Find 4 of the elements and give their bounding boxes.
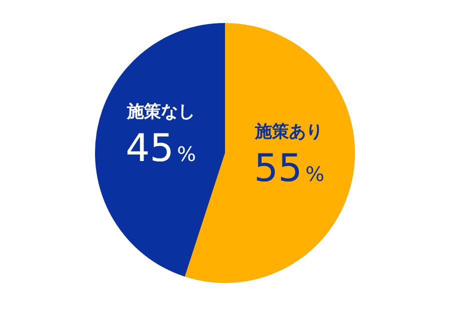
- slice-label: 施策なし: [126, 102, 195, 122]
- data-label: 45%: [126, 126, 196, 170]
- slice-label: 施策あり: [254, 122, 324, 142]
- data-label: 55%: [254, 146, 324, 190]
